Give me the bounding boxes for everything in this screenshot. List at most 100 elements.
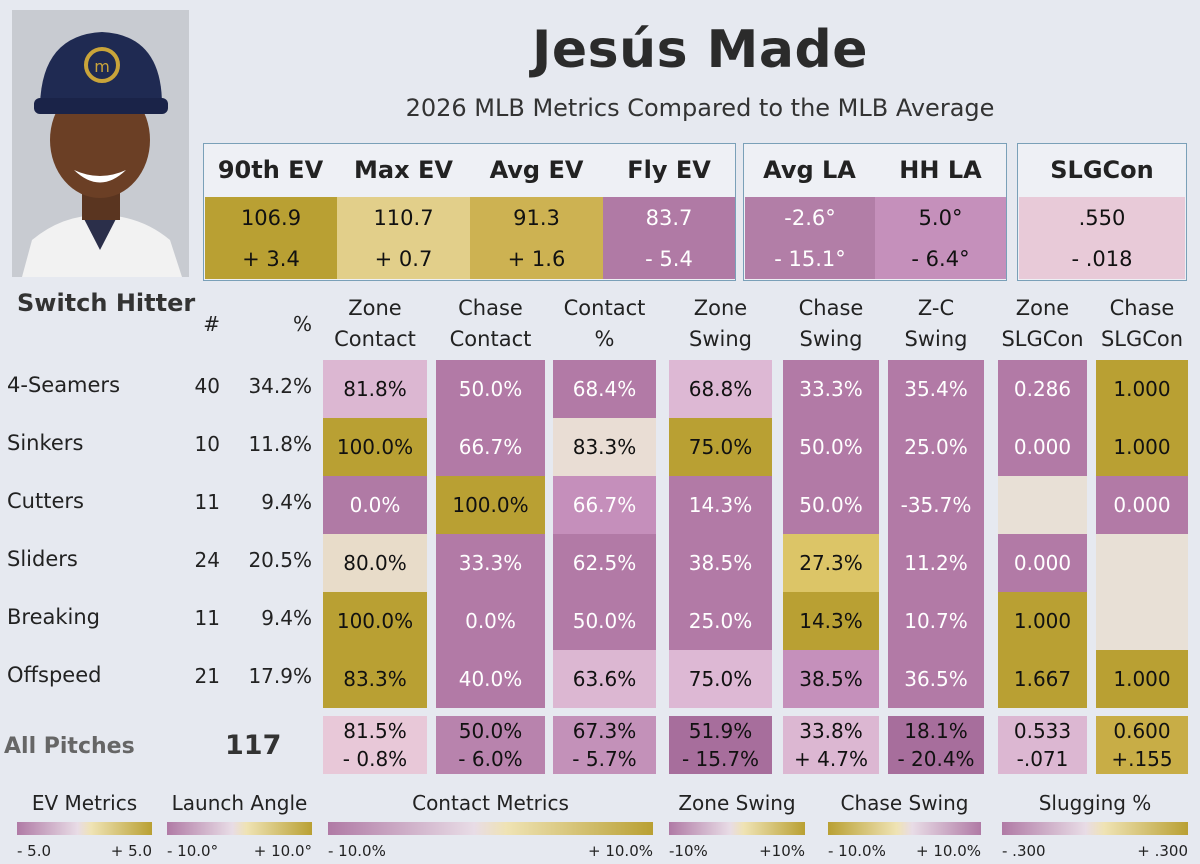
- legend-max: + .300: [1137, 842, 1188, 860]
- metric-cell: 14.3%: [669, 476, 772, 534]
- legend-min: - 5.0: [17, 842, 52, 860]
- row-count: 21: [194, 664, 220, 688]
- ev-metrics-box: 90th EV Max EV Avg EV Fly EV 106.9 + 3.4…: [203, 143, 736, 281]
- legend-color-bar: [1002, 822, 1188, 835]
- launch-angle-box: Avg LA HH LA -2.6° - 15.1° 5.0° - 6.4°: [743, 143, 1007, 281]
- metric-cell: [998, 476, 1087, 534]
- row-pct: 9.4%: [261, 606, 312, 630]
- all-pitches-diff: - 6.0%: [458, 747, 523, 771]
- metric-cell: 36.5%: [888, 650, 984, 708]
- metric-cell: 83.3%: [323, 650, 427, 708]
- metric-cell: 81.8%: [323, 360, 427, 418]
- metric-cell: 14.3%: [783, 592, 879, 650]
- row-pct: 20.5%: [248, 548, 312, 572]
- row-count: 24: [194, 548, 220, 572]
- slgcon-cell: .550 - .018: [1019, 197, 1185, 279]
- metric-cell: 80.0%: [323, 534, 427, 592]
- column-header: Zone Contact: [317, 293, 433, 355]
- metric-cell: [1096, 592, 1188, 650]
- column-header-line1: Zone: [693, 296, 748, 320]
- metric-cell: 75.0%: [669, 418, 772, 476]
- metric-cell: 38.5%: [669, 534, 772, 592]
- column-header-line2: Swing: [799, 327, 863, 351]
- metric-cell: -35.7%: [888, 476, 984, 534]
- metric-cell: 66.7%: [553, 476, 656, 534]
- column-header-line1: Chase: [798, 296, 864, 320]
- metric-cell: 50.0%: [783, 476, 879, 534]
- slgcon-diff: - .018: [1071, 246, 1133, 271]
- ev-header-90th: 90th EV: [217, 156, 324, 184]
- metric-cell: 50.0%: [783, 418, 879, 476]
- ev-header-fly: Fly EV: [627, 156, 711, 184]
- metric-cell: 0.0%: [436, 592, 545, 650]
- legend-max: + 10.0%: [588, 842, 653, 860]
- metric-cell: 68.4%: [553, 360, 656, 418]
- la-diff: - 6.4°: [911, 246, 970, 271]
- legend-label: Slugging %: [1038, 791, 1152, 815]
- legend-max: + 10.0°: [253, 842, 312, 860]
- all-pitches-value: 18.1%: [904, 719, 968, 743]
- metric-cell: 33.3%: [783, 360, 879, 418]
- column-header-line2: Swing: [904, 327, 968, 351]
- all-pitches-value: 81.5%: [343, 719, 407, 743]
- metric-cell: 1.000: [998, 592, 1087, 650]
- legend-color-bar: [669, 822, 805, 835]
- column-header: Chase SLGCon: [1090, 293, 1194, 355]
- metric-cell: [1096, 534, 1188, 592]
- legend-max: + 10.0%: [916, 842, 981, 860]
- all-pitches-value: 0.600: [1113, 719, 1171, 743]
- player-photo: m: [12, 10, 189, 277]
- legend-min: -10%: [669, 842, 708, 860]
- all-pitches-diff: - 5.7%: [572, 747, 637, 771]
- ev-diff: + 1.6: [507, 246, 566, 271]
- legend-color-bar: [328, 822, 653, 835]
- row-label: 4-Seamers: [7, 373, 121, 397]
- column-header-line1: Contact: [563, 296, 646, 320]
- metric-cell: 33.3%: [436, 534, 545, 592]
- ev-value: 106.9: [240, 205, 302, 230]
- metric-cell: 0.000: [1096, 476, 1188, 534]
- column-header-line2: %: [594, 327, 615, 351]
- metric-cell: 68.8%: [669, 360, 772, 418]
- metric-cell: 10.7%: [888, 592, 984, 650]
- metric-cell: 1.000: [1096, 418, 1188, 476]
- legend-max: +10%: [759, 842, 805, 860]
- row-count: 40: [194, 374, 220, 398]
- legend-min: - 10.0%: [328, 842, 386, 860]
- column-header-line1: Chase: [458, 296, 523, 320]
- metric-cell: 1.667: [998, 650, 1087, 708]
- slgcon-box: SLGCon .550 - .018: [1017, 143, 1187, 281]
- legend-min: - .300: [1002, 842, 1046, 860]
- page-title: Jesús Made: [532, 20, 868, 80]
- row-count: 10: [194, 432, 220, 456]
- metric-cell: 38.5%: [783, 650, 879, 708]
- all-pitches-value: 67.3%: [572, 719, 637, 743]
- all-pitches-value: 33.8%: [799, 719, 863, 743]
- ev-cell-fly: 83.7 - 5.4: [603, 197, 735, 279]
- row-label: Breaking: [7, 605, 101, 629]
- column-header-line2: SLGCon: [1100, 327, 1184, 351]
- metric-cell: 75.0%: [669, 650, 772, 708]
- column-header-line1: Z-C: [917, 296, 955, 320]
- column-header: Zone Swing: [663, 293, 778, 355]
- metric-cell: 1.000: [1096, 650, 1188, 708]
- metric-cell: 35.4%: [888, 360, 984, 418]
- all-pitches-value: 0.533: [1013, 719, 1072, 743]
- all-pitches-label: All Pitches: [4, 734, 135, 759]
- all-pitches-cell: 33.8% + 4.7%: [783, 716, 879, 774]
- all-pitches-cell: 67.3% - 5.7%: [553, 716, 656, 774]
- legend-label: Launch Angle: [171, 791, 308, 815]
- row-pct: 9.4%: [261, 490, 312, 514]
- pct-header: %: [292, 312, 312, 336]
- column-header-line2: Contact: [449, 327, 532, 351]
- all-pitches-cell: 18.1% - 20.4%: [888, 716, 984, 774]
- la-header-hh: HH LA: [899, 156, 982, 184]
- all-pitches-diff: - 15.7%: [681, 747, 760, 771]
- count-header: #: [203, 312, 220, 336]
- all-pitches-cell: 0.533 -.071: [998, 716, 1087, 774]
- player-headshot-icon: m: [12, 10, 189, 277]
- all-pitches-value: 51.9%: [688, 719, 753, 743]
- column-header: Zone SLGCon: [992, 293, 1093, 355]
- metric-cell: 25.0%: [888, 418, 984, 476]
- legend-min: - 10.0°: [167, 842, 219, 860]
